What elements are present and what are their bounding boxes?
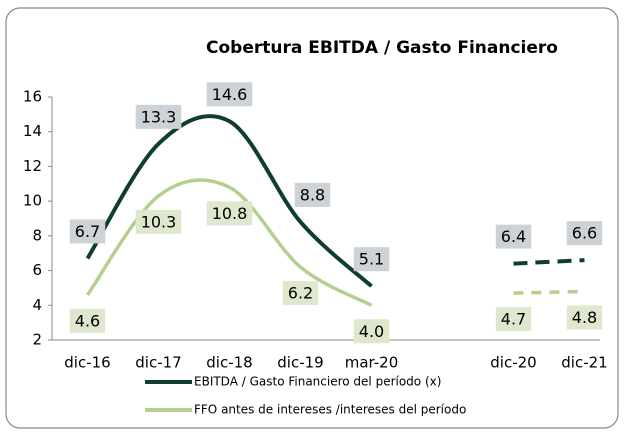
series-line <box>85 114 373 288</box>
y-tick-label: 14 <box>23 122 42 140</box>
data-label-box <box>135 104 182 129</box>
legend-label: FFO antes de intereses /intereses del pe… <box>194 403 466 417</box>
y-tick-label: 12 <box>23 157 42 175</box>
y-tick-label: 6 <box>32 261 42 279</box>
data-label: 13.3 <box>135 104 182 129</box>
data-label-box <box>353 247 390 272</box>
x-tick-label: dic-16 <box>64 354 110 372</box>
series-line <box>86 178 373 307</box>
data-label: 6.4 <box>495 224 532 249</box>
data-label: 14.6 <box>206 82 253 107</box>
series-line <box>513 289 585 295</box>
data-label-box <box>495 307 532 332</box>
data-label-text: 4.6 <box>75 311 100 330</box>
data-label-text: 4.7 <box>501 310 526 329</box>
data-label-text: 6.7 <box>75 222 100 241</box>
y-tick-label: 2 <box>32 331 42 349</box>
data-label-text: 6.6 <box>572 224 597 243</box>
x-tick-label: dic-21 <box>561 354 607 372</box>
data-label: 6.6 <box>566 221 603 246</box>
data-label-text: 4.8 <box>572 308 597 327</box>
data-label: 10.3 <box>135 209 182 234</box>
data-label: 4.8 <box>566 305 603 330</box>
y-tick-label: 4 <box>32 296 42 314</box>
data-label-box <box>566 305 603 330</box>
data-label-box <box>566 221 603 246</box>
data-label-text: 6.4 <box>501 227 526 246</box>
data-label-box <box>135 209 182 234</box>
data-label: 10.8 <box>206 201 253 226</box>
x-tick-label: dic-19 <box>277 354 323 372</box>
series-line <box>513 258 585 266</box>
x-tick-label: dic-18 <box>206 354 252 372</box>
x-tick-label: mar-20 <box>345 354 399 372</box>
data-label-box <box>206 201 253 226</box>
y-tick-label: 8 <box>32 226 42 244</box>
data-label: 6.2 <box>282 281 319 306</box>
data-label-box <box>206 82 253 107</box>
data-label: 6.7 <box>69 219 106 244</box>
y-tick-label: 10 <box>23 192 42 210</box>
data-label-text: 14.6 <box>212 85 248 104</box>
data-label-box <box>69 219 106 244</box>
data-label-text: 10.3 <box>141 212 177 231</box>
data-label-text: 4.0 <box>359 322 384 341</box>
x-tick-label: dic-20 <box>490 354 536 372</box>
y-tick-label: 16 <box>23 88 42 106</box>
x-tick-label: dic-17 <box>135 354 181 372</box>
data-label-box <box>69 308 106 333</box>
data-label-text: 8.8 <box>300 185 325 204</box>
data-label: 4.6 <box>69 308 106 333</box>
data-label-box <box>282 281 319 306</box>
data-label: 5.1 <box>353 247 390 272</box>
legend-label: EBITDA / Gasto Financiero del período (x… <box>194 375 441 389</box>
data-label-box <box>353 319 390 344</box>
chart-title: Cobertura EBITDA / Gasto Financiero <box>206 38 558 58</box>
data-label: 4.7 <box>495 307 532 332</box>
data-label-text: 10.8 <box>212 204 248 223</box>
data-label: 8.8 <box>294 182 331 207</box>
data-label-text: 13.3 <box>141 107 177 126</box>
data-label-text: 5.1 <box>359 250 384 269</box>
data-label-box <box>294 182 331 207</box>
data-label-box <box>495 224 532 249</box>
data-label: 4.0 <box>353 319 390 344</box>
data-label-text: 6.2 <box>288 284 313 303</box>
